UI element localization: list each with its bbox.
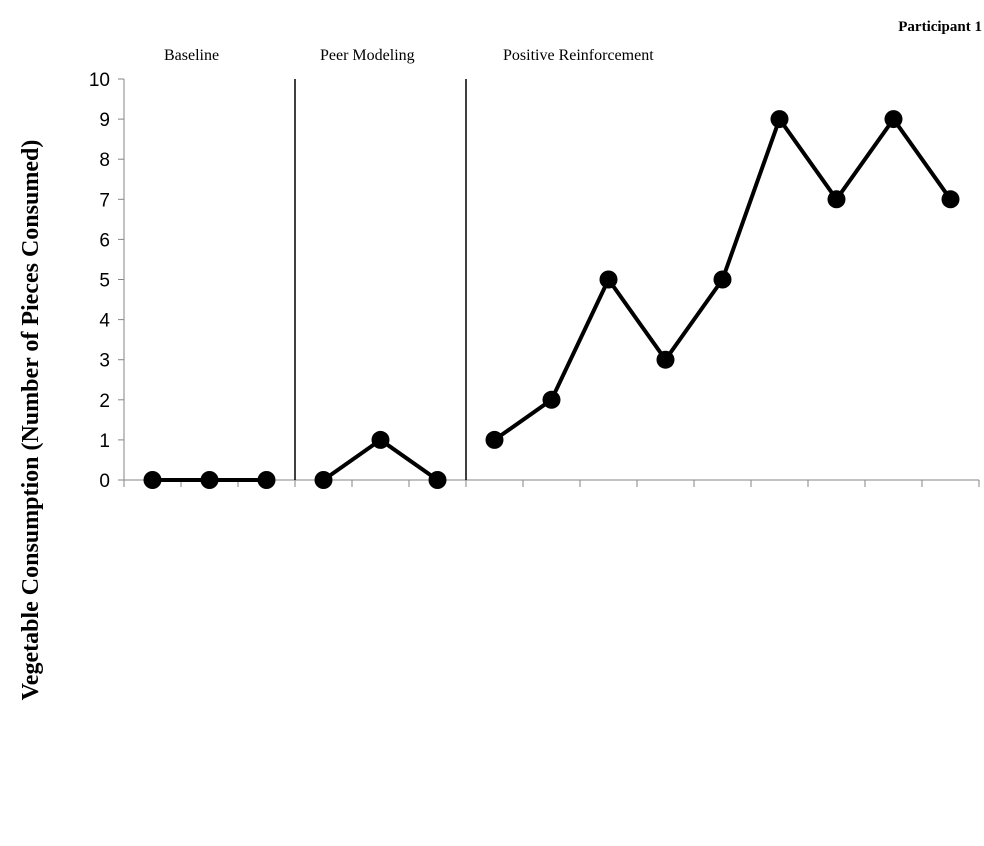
y-tick-label: 8 <box>99 150 110 171</box>
phase-label: Peer Modeling <box>320 47 415 64</box>
phase-label: Baseline <box>164 47 219 64</box>
data-point <box>884 110 903 129</box>
data-point <box>257 471 276 489</box>
data-point <box>371 430 390 449</box>
data-point <box>200 471 219 489</box>
y-tick-label: 7 <box>99 190 110 211</box>
y-tick-label: 5 <box>99 271 110 292</box>
data-point <box>599 270 618 289</box>
data-point <box>770 110 789 129</box>
y-tick-label: 9 <box>99 110 110 131</box>
y-tick-label: 6 <box>99 230 110 251</box>
phase-label: Positive Reinforcement <box>503 47 654 64</box>
participant-label: Participant 1 <box>898 19 982 35</box>
y-tick-label: 10 <box>89 70 110 91</box>
data-point <box>314 471 333 489</box>
y-tick-label: 3 <box>99 351 110 372</box>
data-point <box>143 471 162 489</box>
data-point <box>485 430 504 449</box>
y-axis-label: Vegetable Consumption (Number of Pieces … <box>18 140 44 701</box>
y-tick-label: 0 <box>99 471 110 492</box>
y-tick-label: 1 <box>99 431 110 452</box>
data-point <box>941 190 960 209</box>
data-point <box>827 190 846 209</box>
data-point <box>542 390 561 409</box>
data-point <box>656 350 675 369</box>
data-point <box>713 270 732 289</box>
y-tick-label: 2 <box>99 391 110 412</box>
data-point <box>428 471 447 489</box>
y-tick-label: 4 <box>99 311 110 332</box>
